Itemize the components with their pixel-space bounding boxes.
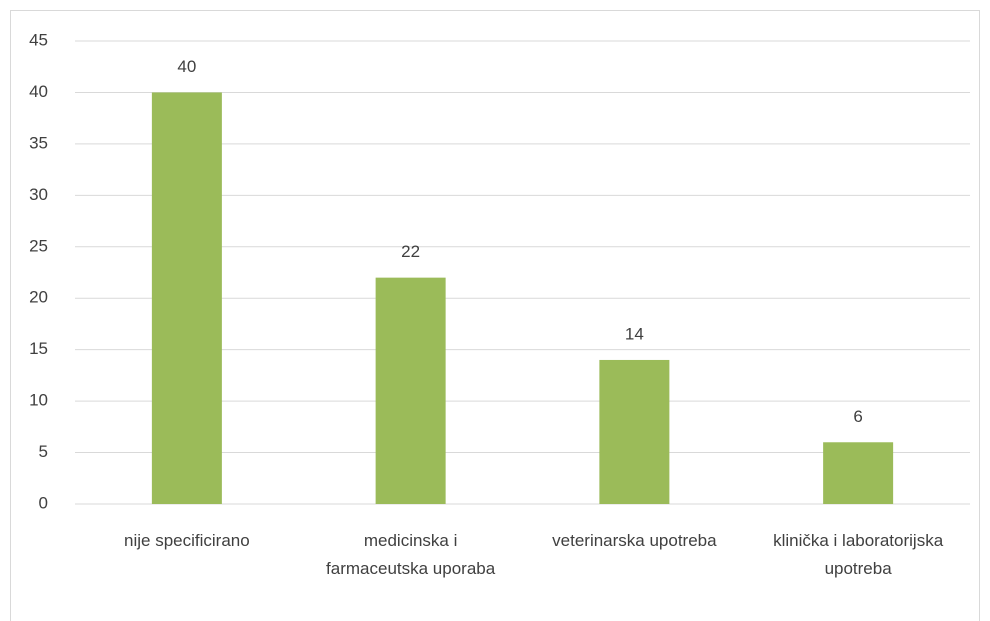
data-label: 14 — [625, 324, 644, 343]
y-tick-label: 35 — [29, 133, 48, 152]
bar — [823, 442, 894, 504]
y-tick-label: 10 — [29, 391, 48, 410]
y-tick-label: 20 — [29, 288, 48, 307]
y-tick-label: 0 — [39, 493, 48, 512]
x-tick-label: medicinska i farmaceutska uporaba — [326, 531, 496, 578]
chart-border — [10, 10, 980, 621]
bar — [151, 92, 222, 504]
data-label: 22 — [401, 242, 420, 261]
y-tick-label: 30 — [29, 185, 48, 204]
bar — [599, 359, 670, 504]
x-tick-label: nije specificirano — [124, 531, 250, 550]
y-tick-label: 5 — [39, 442, 48, 461]
data-label: 6 — [853, 407, 862, 426]
x-tick-label: klinička i laboratorijska upotreba — [773, 531, 944, 578]
y-tick-label: 45 — [29, 30, 48, 49]
x-tick-label: veterinarska upotreba — [552, 531, 717, 550]
data-label: 40 — [177, 57, 196, 76]
y-tick-label: 40 — [29, 82, 48, 101]
bar — [375, 277, 446, 504]
y-tick-label: 15 — [29, 339, 48, 358]
y-tick-label: 25 — [29, 236, 48, 255]
